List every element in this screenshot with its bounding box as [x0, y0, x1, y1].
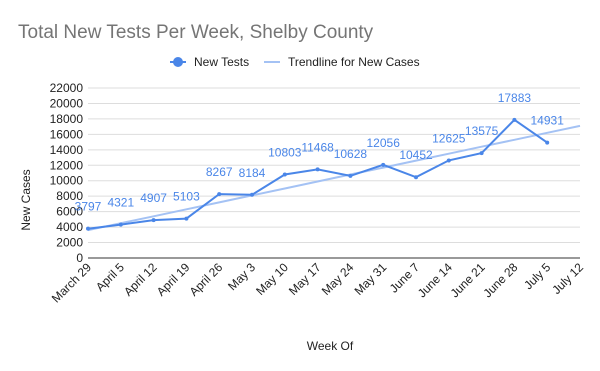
point: [446, 158, 451, 163]
y-tick-label: 20000: [50, 96, 84, 110]
x-tick-label: July 12: [549, 260, 586, 297]
legend-label: New Tests: [194, 55, 249, 69]
x-tick-label: May 31: [352, 260, 390, 298]
x-tick-label: June 28: [480, 260, 520, 300]
data-label: 4321: [107, 196, 134, 210]
x-tick-label: April 12: [121, 260, 160, 299]
y-tick-label: 0: [76, 251, 83, 265]
data-label: 5103: [173, 190, 200, 204]
y-tick-label: 12000: [50, 158, 84, 172]
data-label: 14931: [531, 114, 565, 128]
y-tick-label: 10000: [50, 174, 84, 188]
data-label: 11468: [301, 140, 334, 154]
x-tick-label: April 19: [154, 260, 193, 299]
legend-marker: [173, 57, 183, 67]
data-label: 12625: [432, 131, 466, 145]
data-label: 10803: [268, 146, 302, 160]
point: [512, 117, 517, 122]
y-tick-label: 22000: [50, 81, 84, 95]
point: [250, 192, 254, 197]
point: [86, 226, 90, 231]
data-label: 8184: [239, 166, 266, 180]
y-tick-label: 2000: [56, 236, 83, 250]
x-tick-label: June 14: [415, 260, 455, 300]
point: [479, 151, 484, 156]
data-label: 13575: [465, 124, 499, 138]
data-label: 4907: [140, 191, 167, 205]
point: [118, 222, 123, 227]
point: [414, 175, 418, 180]
x-tick-label: May 17: [286, 260, 324, 298]
point: [348, 173, 353, 178]
y-tick-label: 4000: [56, 220, 83, 234]
data-label: 10452: [399, 148, 433, 162]
data-label: 12056: [367, 136, 401, 150]
y-tick-label: 6000: [56, 205, 83, 219]
legend-label: Trendline for New Cases: [288, 55, 420, 69]
y-tick-label: 8000: [56, 189, 83, 203]
x-tick-label: April 26: [187, 260, 226, 299]
point: [217, 192, 222, 197]
x-tick-label: March 29: [49, 260, 95, 306]
x-tick-label: May 10: [253, 260, 291, 298]
point: [381, 162, 386, 167]
point: [184, 216, 189, 221]
point: [282, 172, 287, 177]
point: [315, 167, 320, 172]
y-axis-label: New Cases: [19, 169, 33, 230]
x-tick-label: May 24: [319, 260, 357, 298]
point: [545, 140, 550, 145]
y-tick-label: 14000: [50, 143, 84, 157]
data-label: 8267: [206, 165, 233, 179]
data-label: 10628: [334, 147, 368, 161]
point: [151, 218, 156, 223]
x-axis-label: Week Of: [307, 339, 354, 353]
chart-title: Total New Tests Per Week, Shelby County: [18, 22, 374, 43]
y-tick-label: 16000: [50, 127, 84, 141]
data-label: 3797: [75, 200, 102, 214]
data-label: 17883: [498, 91, 532, 105]
x-tick-label: June 21: [448, 260, 488, 300]
trendline: [87, 124, 581, 232]
y-tick-label: 18000: [50, 112, 84, 126]
